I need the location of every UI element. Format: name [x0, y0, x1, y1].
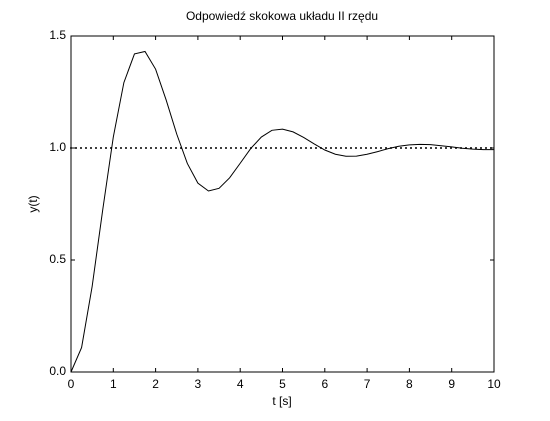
- x-tick-label: 4: [237, 377, 244, 391]
- x-tick-label: 1: [110, 377, 117, 391]
- x-axis-label: t [s]: [272, 394, 291, 408]
- x-tick-label: 6: [321, 377, 328, 391]
- line-series: [70, 50, 494, 373]
- x-tick-label: 0: [68, 377, 75, 391]
- y-tick-label: 1.0: [49, 140, 66, 154]
- y-tick-label: 0.5: [49, 252, 66, 266]
- x-tick-label: 3: [195, 377, 202, 391]
- x-tick-label: 10: [487, 377, 501, 391]
- x-tick-label: 9: [448, 377, 455, 391]
- x-tick-label: 5: [279, 377, 286, 391]
- x-tick-label: 7: [364, 377, 371, 391]
- y-axis-label: y(t): [26, 195, 40, 212]
- y-tick-label: 1.5: [49, 28, 66, 42]
- x-tick-label: 8: [406, 377, 413, 391]
- x-tick-label: 2: [152, 377, 159, 391]
- chart-title: Odpowiedź skokowa układu II rzędu: [186, 9, 378, 23]
- y-tick-label: 0.0: [49, 364, 66, 378]
